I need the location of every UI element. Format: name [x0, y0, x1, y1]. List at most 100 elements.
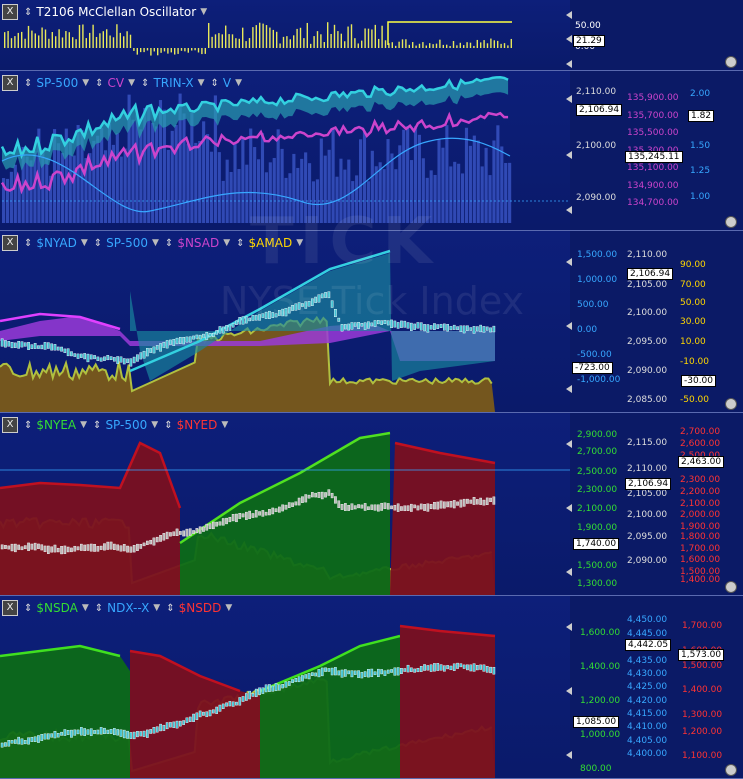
scale-arrow-icon[interactable] — [566, 321, 572, 330]
dropdown-icon[interactable]: ▼ — [81, 603, 89, 613]
reorder-icon[interactable]: ⇕ — [210, 77, 219, 89]
reorder-icon[interactable]: ⇕ — [24, 419, 33, 431]
series-selector[interactable]: ⇕ SP-500 ▼ — [93, 418, 158, 432]
close-panel-button[interactable]: X — [2, 417, 18, 433]
dropdown-icon[interactable]: ▼ — [80, 420, 88, 430]
resize-handle-icon[interactable] — [725, 398, 737, 410]
reorder-icon[interactable]: ⇕ — [141, 77, 150, 89]
scale-arrow-icon[interactable] — [566, 258, 572, 267]
series-selector[interactable]: ⇕ $AMAD ▼ — [236, 236, 303, 250]
series-selector[interactable]: ⇕ $NSAD ▼ — [165, 236, 230, 250]
series-selector[interactable]: ⇕ NDX--X ▼ — [95, 601, 160, 615]
dropdown-icon[interactable]: ▼ — [151, 420, 159, 430]
series-selector[interactable]: ⇕ $NYEA ▼ — [24, 418, 87, 432]
price-candle — [195, 334, 199, 339]
price-candle — [73, 353, 77, 357]
resize-handle-icon[interactable] — [725, 56, 737, 68]
reorder-icon[interactable]: ⇕ — [24, 77, 33, 89]
reorder-icon[interactable]: ⇕ — [166, 602, 175, 614]
dropdown-icon[interactable]: ▼ — [221, 420, 229, 430]
close-panel-button[interactable]: X — [2, 600, 18, 616]
scale-arrow-icon[interactable] — [566, 10, 572, 19]
volume-bar — [457, 163, 461, 223]
dropdown-icon[interactable]: ▼ — [153, 603, 161, 613]
dropdown-icon[interactable]: ▼ — [225, 603, 233, 613]
price-candle — [63, 348, 67, 353]
price-candle — [261, 510, 265, 517]
price-candle — [446, 665, 449, 670]
dropdown-icon[interactable]: ▼ — [152, 238, 159, 248]
price-candle — [485, 497, 489, 505]
dropdown-icon[interactable]: ▼ — [128, 78, 136, 88]
reorder-icon[interactable]: ⇕ — [95, 77, 104, 89]
scale-arrow-icon[interactable] — [566, 59, 572, 68]
dropdown-icon[interactable]: ▼ — [80, 238, 88, 248]
scale-arrow-icon[interactable] — [566, 384, 572, 393]
dropdown-icon[interactable]: ▼ — [223, 238, 231, 248]
axis-tick-label: 2,090.00 — [627, 366, 668, 376]
price-candle — [215, 330, 218, 335]
reorder-icon[interactable]: ⇕ — [164, 237, 174, 249]
series-selector[interactable]: ⇕ SP-500 ▼ — [24, 76, 89, 90]
dropdown-icon[interactable]: ▼ — [82, 78, 90, 88]
nyea-area-edge — [179, 431, 391, 545]
scale-arrow-icon[interactable] — [566, 206, 572, 215]
series-selector[interactable]: ⇕ SP-500 ▼ — [94, 236, 159, 250]
scale-arrow-icon[interactable] — [566, 504, 572, 512]
price-candle — [274, 313, 278, 318]
dropdown-icon[interactable]: ▼ — [200, 7, 208, 17]
price-candle — [459, 663, 463, 668]
resize-handle-icon[interactable] — [725, 581, 737, 593]
scale-arrow-icon[interactable] — [566, 440, 572, 449]
series-selector[interactable]: ⇕ $NYAD ▼ — [24, 236, 88, 250]
price-candle — [235, 320, 238, 325]
series-selector[interactable]: ⇕ $NSDD ▼ — [166, 601, 232, 615]
scale-arrow-icon[interactable] — [566, 750, 572, 759]
close-panel-button[interactable]: X — [2, 235, 18, 251]
series-selector[interactable]: ⇕ CV ▼ — [95, 76, 135, 90]
scale-arrow-icon[interactable] — [566, 150, 572, 159]
scale-arrow-icon[interactable] — [566, 94, 572, 103]
reorder-icon[interactable]: ⇕ — [164, 419, 173, 431]
price-candle — [119, 729, 123, 737]
oscillator-bar — [208, 22, 210, 48]
close-panel-button[interactable]: X — [2, 75, 18, 91]
scale-arrow-icon[interactable] — [566, 623, 572, 632]
nsdd-area-right — [400, 626, 495, 778]
dropdown-icon[interactable]: ▼ — [235, 78, 243, 88]
volume-bar — [111, 144, 115, 223]
scale-arrow-icon[interactable] — [566, 567, 572, 576]
price-candle — [228, 701, 232, 707]
series-selector[interactable]: ⇕ TRIN-X ▼ — [141, 76, 204, 90]
volume-bar — [143, 107, 147, 223]
close-panel-button[interactable]: X — [2, 4, 18, 20]
oscillator-bar — [27, 25, 30, 48]
price-candle — [198, 526, 202, 534]
scale-arrow-icon[interactable] — [566, 687, 572, 695]
series-selector[interactable]: ⇕ $NYED ▼ — [164, 418, 228, 432]
last-value-box: 2,106.94 — [576, 104, 623, 116]
resize-handle-icon[interactable] — [725, 764, 737, 776]
price-candle — [53, 544, 57, 553]
reorder-icon[interactable]: ⇕ — [93, 237, 103, 249]
price-candle — [112, 543, 116, 550]
price-candle — [456, 662, 459, 669]
reorder-icon[interactable]: ⇕ — [24, 602, 33, 614]
dropdown-icon[interactable]: ▼ — [296, 238, 304, 248]
volume-bar — [76, 124, 80, 223]
reorder-icon[interactable]: ⇕ — [93, 419, 102, 431]
series-selector[interactable]: ⇕ T2106 McClellan Oscillator ▼ — [24, 5, 207, 19]
reorder-icon[interactable]: ⇕ — [24, 237, 33, 249]
reorder-icon[interactable]: ⇕ — [236, 237, 245, 249]
resize-handle-icon[interactable] — [725, 216, 737, 228]
price-candle — [479, 324, 482, 333]
scale-arrow-icon[interactable] — [566, 35, 572, 43]
series-selector[interactable]: ⇕ V ▼ — [211, 76, 243, 90]
price-candle — [383, 670, 387, 676]
price-candle — [142, 730, 146, 737]
reorder-icon[interactable]: ⇕ — [24, 6, 33, 18]
reorder-icon[interactable]: ⇕ — [94, 602, 104, 614]
series-selector[interactable]: ⇕ $NSDA ▼ — [24, 601, 89, 615]
dropdown-icon[interactable]: ▼ — [197, 78, 205, 88]
price-candle — [476, 326, 479, 332]
